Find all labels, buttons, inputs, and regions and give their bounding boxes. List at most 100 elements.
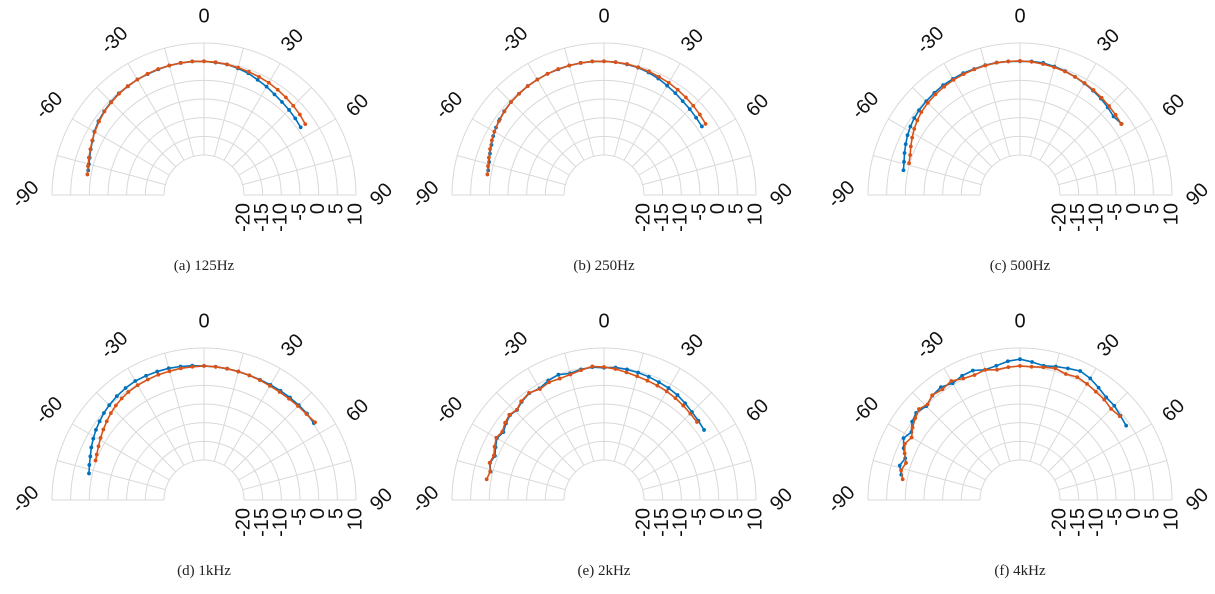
data-point xyxy=(665,83,670,88)
r-tick-label: 5 xyxy=(1142,203,1164,214)
data-point xyxy=(673,91,678,96)
grid-spoke xyxy=(1054,423,1152,481)
data-point xyxy=(902,159,906,164)
data-point xyxy=(899,468,904,473)
data-point xyxy=(909,435,914,440)
theta-tick-label: 60 xyxy=(1158,90,1189,121)
r-tick-label: -15 xyxy=(1067,203,1089,232)
data-point xyxy=(1099,95,1104,100)
data-point xyxy=(919,110,924,115)
data-point xyxy=(983,63,988,68)
data-point xyxy=(1078,369,1083,373)
data-point xyxy=(236,65,241,70)
theta-tick-label: -30 xyxy=(96,327,132,363)
r-tick-label: -20 xyxy=(232,508,254,537)
data-point xyxy=(213,60,218,65)
data-point xyxy=(86,164,90,168)
r-tick-label: 0 xyxy=(307,203,329,214)
data-point xyxy=(487,155,491,160)
data-point xyxy=(681,403,686,408)
r-tick-label: 10 xyxy=(744,203,766,225)
grid-spoke xyxy=(888,118,986,176)
subfigure-caption: (f) 4kHz xyxy=(994,563,1046,579)
data-point xyxy=(93,458,98,463)
data-point xyxy=(484,477,489,482)
r-tick-label: -15 xyxy=(651,508,673,537)
data-point xyxy=(514,407,519,412)
r-tick-label: -5 xyxy=(288,508,310,526)
data-point xyxy=(225,366,230,371)
data-point xyxy=(488,469,493,474)
data-point xyxy=(485,172,490,177)
data-point xyxy=(700,124,704,129)
data-point xyxy=(492,444,497,449)
data-point xyxy=(900,477,905,482)
data-point xyxy=(913,416,918,421)
grid-spoke xyxy=(638,118,736,176)
grid-spoke xyxy=(1054,118,1152,176)
series-line xyxy=(94,365,316,461)
data-point xyxy=(702,428,706,432)
data-point xyxy=(298,125,303,130)
data-point xyxy=(303,122,308,126)
grid-spoke xyxy=(96,87,177,168)
theta-tick-label: -30 xyxy=(912,327,948,363)
data-point xyxy=(517,91,521,96)
theta-tick-label: 60 xyxy=(1158,395,1189,426)
r-tick-label: 0 xyxy=(707,203,729,214)
data-point xyxy=(1029,59,1034,64)
subfigure-caption: (e) 2kHz xyxy=(578,563,631,579)
data-point xyxy=(225,62,229,67)
data-point xyxy=(912,116,917,121)
data-point xyxy=(486,164,490,168)
data-point xyxy=(488,147,492,151)
data-point xyxy=(951,77,956,82)
data-point xyxy=(1063,69,1067,74)
data-point xyxy=(657,74,661,79)
data-point xyxy=(590,59,595,64)
r-tick-label: -10 xyxy=(1086,508,1108,537)
data-point xyxy=(942,84,947,89)
data-point xyxy=(1066,366,1070,371)
theta-tick-label: 0 xyxy=(198,5,209,27)
data-point xyxy=(92,129,97,134)
data-point xyxy=(1107,104,1111,108)
data-point xyxy=(694,115,699,120)
data-point xyxy=(1088,376,1093,381)
data-point xyxy=(625,62,629,66)
data-point xyxy=(145,377,150,382)
r-tick-label: -20 xyxy=(1048,203,1070,232)
r-tick-label: 5 xyxy=(726,203,748,214)
data-point xyxy=(1082,81,1087,85)
theta-tick-label: 0 xyxy=(598,5,609,27)
data-point xyxy=(102,109,107,114)
data-point xyxy=(983,367,988,372)
data-point xyxy=(89,445,94,450)
data-point xyxy=(178,61,183,65)
data-point xyxy=(910,425,915,430)
grid-spoke xyxy=(527,368,585,466)
data-point xyxy=(908,124,913,129)
data-point xyxy=(647,69,651,74)
theta-tick-label: -90 xyxy=(7,176,43,212)
data-point xyxy=(119,396,124,401)
data-point xyxy=(236,369,241,374)
data-point xyxy=(272,92,277,97)
data-point xyxy=(114,394,119,399)
grid-spoke xyxy=(1047,87,1128,168)
data-point xyxy=(1075,375,1080,380)
grid-arc xyxy=(163,459,245,501)
data-point xyxy=(910,419,915,424)
data-point xyxy=(636,65,641,70)
data-point xyxy=(156,67,161,71)
grid-spoke xyxy=(238,423,336,481)
data-point xyxy=(972,373,977,377)
series-line xyxy=(87,60,302,171)
subfigure-caption: (d) 1kHz xyxy=(177,563,231,579)
grid-spoke xyxy=(127,368,185,466)
data-point xyxy=(135,77,140,82)
data-point xyxy=(902,151,907,155)
